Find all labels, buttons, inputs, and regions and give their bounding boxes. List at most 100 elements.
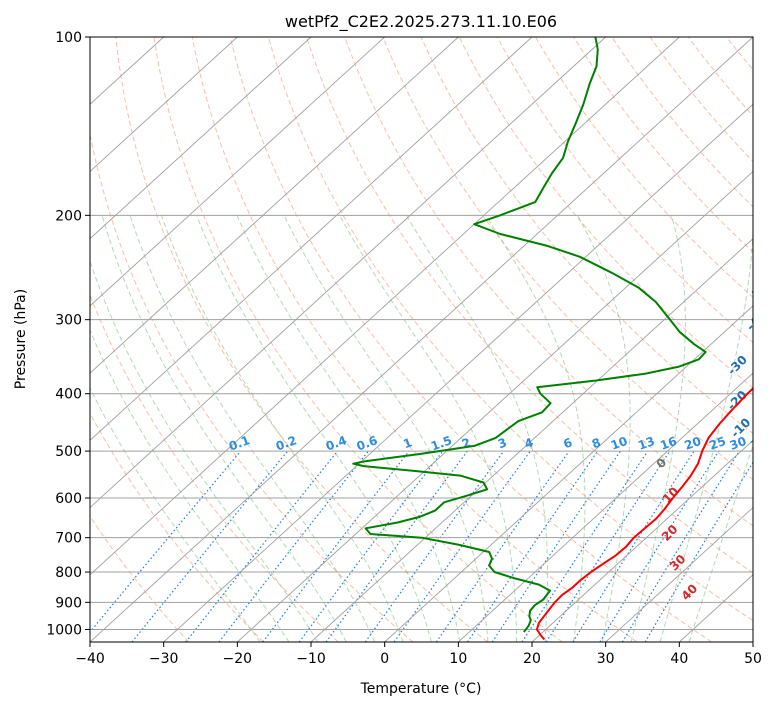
- y-tick-label: 400: [55, 387, 82, 403]
- mixing-ratio-line: [621, 450, 740, 642]
- plot-frame: [89, 36, 754, 643]
- x-axis-label: Temperature (°C): [360, 681, 482, 697]
- isotherm-line: [90, 37, 385, 307]
- mixing-ratio-line: [599, 450, 720, 642]
- mixing-ratio-label: 0.6: [355, 433, 380, 453]
- x-tick-label: −30: [149, 651, 179, 667]
- y-tick-label: 700: [55, 531, 82, 547]
- mixing-ratio-label: 13: [636, 434, 656, 453]
- isotherm-line: [605, 506, 753, 642]
- y-axis-label: Pressure (hPa): [13, 289, 29, 389]
- moist-adiabat-line: [577, 215, 631, 642]
- mixing-ratio-label: 16: [658, 434, 678, 453]
- moist-adiabat-line: [283, 215, 489, 642]
- mixing-ratio-label: 36: [748, 434, 768, 453]
- mixing-ratio-label: 25: [707, 434, 727, 453]
- moist-adiabat-label: -50: [746, 272, 771, 297]
- moist-adiabat-line: [405, 215, 549, 642]
- dry-adiabat-line: [306, 37, 753, 574]
- isotherm-line: [310, 238, 753, 642]
- dry-adiabat-line: [382, 37, 753, 481]
- dry-adiabat-line: [115, 37, 488, 642]
- y-tick-label: 800: [55, 565, 82, 581]
- y-tick-label: 1000: [46, 622, 82, 638]
- y-tick-label: 500: [55, 444, 82, 460]
- dry-adiabat-line: [611, 37, 753, 208]
- isotherm-line: [163, 103, 753, 642]
- chart-title: wetPf2_C2E2.2025.273.11.10.E06: [285, 12, 557, 32]
- isotherm-line: [90, 37, 459, 374]
- dry-adiabat-line: [90, 131, 414, 642]
- moist-adiabat-line: [101, 215, 347, 642]
- x-tick-label: 10: [449, 651, 467, 667]
- moist-adiabat-line: [129, 215, 376, 642]
- mixing-ratio-label: 30: [728, 434, 748, 453]
- moist-adiabat-line: [688, 444, 753, 642]
- mixing-ratio-line: [90, 450, 242, 634]
- isotherm-line: [531, 439, 753, 642]
- dewpoint-line: [352, 37, 707, 633]
- mixing-ratio-label: 0.2: [274, 433, 299, 453]
- mixing-ratio-line: [185, 450, 339, 642]
- axis-ticks: −40 −30 −20 −10 0 10 20 30 40 50 1000 900 800 700 600 5…: [46, 30, 762, 667]
- isotherm-line: [90, 37, 606, 509]
- y-tick-label: 200: [55, 208, 82, 224]
- moist-adiabat-line: [90, 259, 319, 642]
- mixing-ratio-label: 20: [683, 434, 703, 453]
- isobars: [90, 37, 753, 630]
- dry-adiabat-line: [496, 37, 753, 344]
- mixing-ratio-line: [545, 450, 671, 642]
- isotherm-line: [384, 305, 753, 642]
- x-tick-label: 30: [597, 651, 615, 667]
- moist-adiabat-line: [339, 215, 517, 642]
- y-tick-label: 600: [55, 491, 82, 507]
- isotherm-line: [90, 37, 312, 240]
- y-tick-label: 300: [55, 313, 82, 329]
- mixing-ratio-label: 0.4: [324, 433, 349, 453]
- x-tick-label: 40: [670, 651, 688, 667]
- mixing-ratio-line: [644, 461, 753, 642]
- moist-adiabat-line: [630, 215, 686, 642]
- mixing-ratio-label: 10: [609, 434, 629, 453]
- isotherm-line: [237, 170, 753, 642]
- moist-adiabat-line: [659, 221, 753, 642]
- mixing-ratio-line: [262, 450, 410, 642]
- dry-adiabat-line: [90, 293, 339, 642]
- moist-adiabat-line: [160, 215, 404, 642]
- isotherm-line: [90, 37, 753, 642]
- dry-adiabat-line: [90, 515, 190, 642]
- temperature-line: [535, 387, 753, 641]
- mixing-ratio-label: 1.5: [429, 433, 454, 453]
- x-tick-label: 0: [380, 651, 389, 667]
- isotherm-line: [458, 372, 753, 642]
- mixing-ratio-line: [467, 450, 599, 642]
- mixing-ratio-line: [364, 450, 505, 642]
- dry-adiabat-line: [344, 37, 753, 527]
- moist-adiabat-label: -40: [744, 308, 769, 333]
- mixing-ratio-line: [393, 450, 531, 642]
- mixing-ratio-label: 0.1: [227, 433, 252, 453]
- dry-adiabat-line: [268, 37, 753, 622]
- moist-adiabat-line: [196, 215, 432, 642]
- x-tick-label: −10: [296, 651, 326, 667]
- isotherm-line: [90, 37, 533, 441]
- moist-adiabat-line: [485, 215, 586, 642]
- y-tick-label: 900: [55, 595, 82, 611]
- isotherm-line: [90, 37, 238, 173]
- y-tick-label: 100: [55, 30, 82, 46]
- mixing-ratio-lines: [90, 450, 753, 642]
- x-tick-label: −40: [75, 651, 105, 667]
- x-tick-label: 50: [744, 651, 762, 667]
- x-tick-label: 20: [523, 651, 541, 667]
- dry-adiabat-line: [191, 37, 638, 642]
- profile-series: [352, 37, 753, 641]
- dry-adiabat-line: [458, 37, 753, 389]
- dry-adiabat-line: [649, 37, 753, 163]
- mixing-ratio-line: [218, 450, 369, 642]
- dry-adiabat-line: [535, 37, 753, 298]
- mixing-ratio-line: [131, 450, 289, 642]
- plot-area: -100-90-80-70-60-50-40-30-20-100.10.20.4…: [90, 37, 771, 642]
- x-tick-label: −20: [223, 651, 253, 667]
- mixing-ratio-line: [572, 450, 695, 642]
